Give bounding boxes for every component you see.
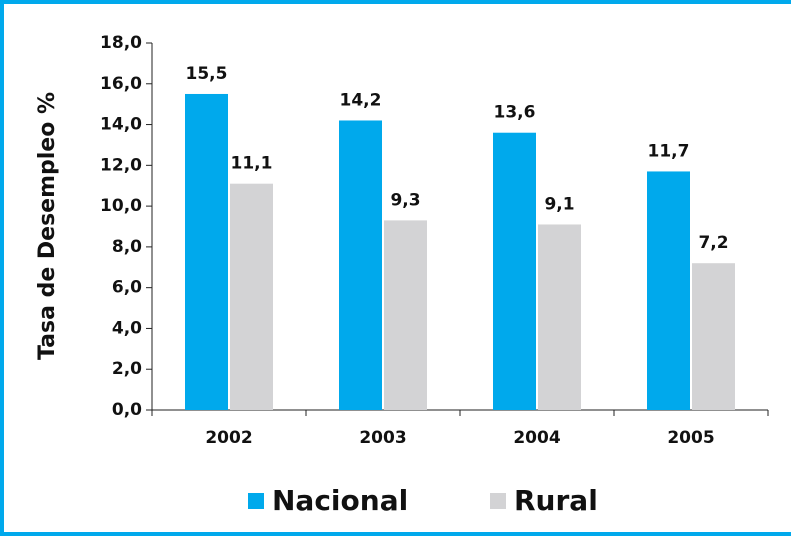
y-tick-label: 0,0 bbox=[112, 400, 142, 420]
y-tick-label: 10,0 bbox=[100, 196, 142, 216]
bar bbox=[493, 132, 536, 410]
legend-swatch bbox=[490, 493, 506, 509]
y-tick-label: 18,0 bbox=[100, 33, 142, 53]
x-tick-label: 2002 bbox=[205, 428, 252, 448]
bar bbox=[384, 220, 427, 410]
data-label: 9,1 bbox=[544, 194, 574, 214]
data-label: 14,2 bbox=[340, 90, 382, 110]
y-tick-label: 14,0 bbox=[100, 115, 142, 135]
data-label: 7,2 bbox=[698, 233, 728, 253]
legend-label: Nacional bbox=[272, 484, 408, 517]
legend-swatch bbox=[248, 493, 264, 509]
data-label: 13,6 bbox=[494, 103, 536, 123]
bar bbox=[339, 120, 382, 410]
data-label: 11,7 bbox=[648, 141, 690, 161]
y-tick-label: 2,0 bbox=[112, 359, 142, 379]
bar bbox=[230, 183, 273, 410]
bar bbox=[647, 171, 690, 410]
bar bbox=[692, 263, 735, 410]
y-tick-label: 12,0 bbox=[100, 155, 142, 175]
x-tick-label: 2004 bbox=[513, 428, 560, 448]
bar bbox=[185, 93, 228, 410]
data-label: 11,1 bbox=[231, 154, 273, 174]
y-tick-label: 8,0 bbox=[112, 237, 142, 257]
y-tick-label: 6,0 bbox=[112, 278, 142, 298]
y-tick-label: 4,0 bbox=[112, 318, 142, 338]
legend-label: Rural bbox=[514, 484, 598, 517]
x-tick-label: 2003 bbox=[359, 428, 406, 448]
bar bbox=[538, 224, 581, 410]
y-axis-title: Tasa de Desempleo % bbox=[35, 92, 60, 360]
x-tick-label: 2005 bbox=[667, 428, 714, 448]
data-label: 15,5 bbox=[186, 64, 228, 84]
y-tick-label: 16,0 bbox=[100, 74, 142, 94]
data-label: 9,3 bbox=[390, 190, 420, 210]
